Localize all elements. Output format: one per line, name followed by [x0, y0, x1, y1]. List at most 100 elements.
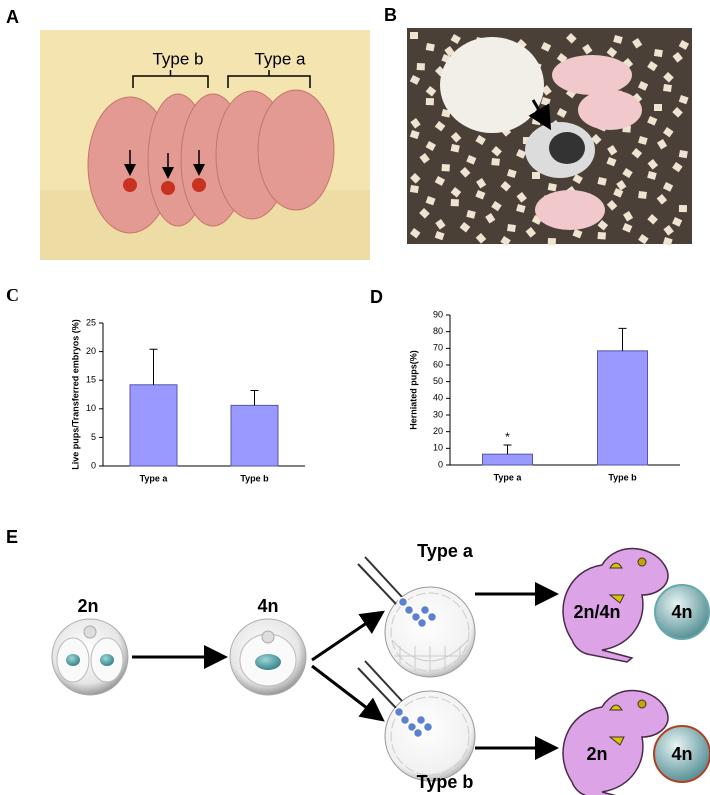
bedding	[613, 35, 623, 44]
y-tick-label: 40	[433, 393, 443, 403]
x-tick-label: Type a	[140, 473, 169, 483]
panel-label: A	[6, 7, 19, 27]
bedding	[435, 218, 446, 230]
bedding	[485, 213, 496, 224]
x-tick-label: Type a	[494, 472, 523, 482]
bedding	[663, 224, 674, 236]
polar-body	[261, 630, 275, 644]
pup	[578, 90, 642, 130]
label: 2n/4n	[573, 602, 620, 622]
arrow	[311, 610, 385, 662]
label: 4n	[671, 602, 692, 622]
bedding	[653, 48, 663, 58]
bedding	[662, 181, 674, 192]
bedding	[410, 173, 421, 184]
bedding	[547, 238, 556, 246]
es-cell	[415, 714, 427, 726]
bedding	[662, 237, 673, 247]
bar	[482, 453, 533, 466]
x-tick-label: Type b	[240, 473, 269, 483]
bedding	[632, 38, 643, 49]
bedding	[459, 222, 471, 233]
bedding	[450, 33, 461, 45]
yolk-sac	[654, 584, 710, 640]
x-tick-label: Type b	[608, 472, 637, 482]
bedding	[466, 155, 477, 165]
eye	[637, 557, 647, 567]
blastocyst	[384, 690, 476, 782]
limb	[608, 594, 625, 604]
label: 4n	[671, 744, 692, 764]
es-cell	[393, 706, 405, 718]
bedding	[678, 94, 689, 105]
bedding	[638, 234, 649, 245]
bedding	[540, 41, 552, 52]
bracket	[227, 70, 311, 88]
bar	[597, 350, 648, 466]
bedding	[622, 168, 633, 179]
bedding	[409, 185, 419, 194]
bedding	[425, 141, 436, 152]
es-cell	[406, 721, 418, 733]
es-cell	[426, 611, 438, 623]
hernia	[161, 181, 175, 195]
bedding	[409, 228, 421, 239]
bedding	[491, 158, 500, 166]
ear	[609, 704, 623, 711]
bedding	[647, 159, 659, 170]
mouse-spot	[549, 132, 585, 164]
bedding	[459, 166, 471, 178]
bedding	[409, 130, 420, 140]
pipette	[357, 660, 403, 709]
label: 2n	[586, 744, 607, 764]
bedding	[678, 150, 688, 159]
bedding	[409, 74, 421, 85]
bedding	[410, 118, 421, 129]
bedding	[638, 135, 648, 145]
bedding	[434, 175, 446, 186]
bedding	[672, 162, 683, 173]
bedding	[516, 192, 527, 203]
error-bar	[149, 348, 158, 385]
pup	[562, 548, 669, 663]
blastocyst-inner	[390, 696, 470, 776]
panel-label: E	[6, 527, 18, 547]
bedding	[622, 223, 633, 233]
y-tick-label: 20	[86, 346, 96, 356]
ear	[609, 562, 623, 569]
error-bar	[618, 327, 627, 351]
bedding	[434, 120, 446, 132]
bedding	[606, 200, 618, 211]
label: 2n	[77, 596, 98, 616]
bedding	[647, 61, 658, 72]
polar-body	[83, 625, 97, 639]
bedding	[556, 108, 568, 118]
bedding	[622, 57, 634, 69]
label: Type a	[417, 541, 474, 561]
bedding	[425, 98, 434, 106]
eye	[637, 699, 647, 709]
es-cell	[410, 611, 422, 623]
bedding	[450, 186, 462, 198]
bedding	[516, 38, 527, 50]
panel-label: B	[384, 5, 397, 25]
bedding	[532, 172, 540, 179]
nucleus	[100, 654, 114, 666]
y-tick-label: 0	[438, 459, 443, 469]
bedding	[441, 164, 450, 172]
nucleus	[66, 654, 80, 666]
bedding	[572, 174, 583, 185]
bedding	[507, 223, 516, 233]
y-tick-label: 80	[433, 326, 443, 336]
bedding	[475, 233, 487, 244]
pup	[552, 55, 632, 95]
arrow	[528, 99, 552, 131]
bedding	[672, 106, 683, 118]
bedding	[663, 71, 674, 83]
y-tick-label: 70	[433, 343, 443, 353]
photo-label: Type b	[152, 49, 203, 68]
bedding	[566, 32, 577, 44]
es-cell	[403, 604, 415, 616]
y-tick-label: 60	[433, 359, 443, 369]
y-axis-label: Herniated pups(%)	[408, 350, 418, 430]
